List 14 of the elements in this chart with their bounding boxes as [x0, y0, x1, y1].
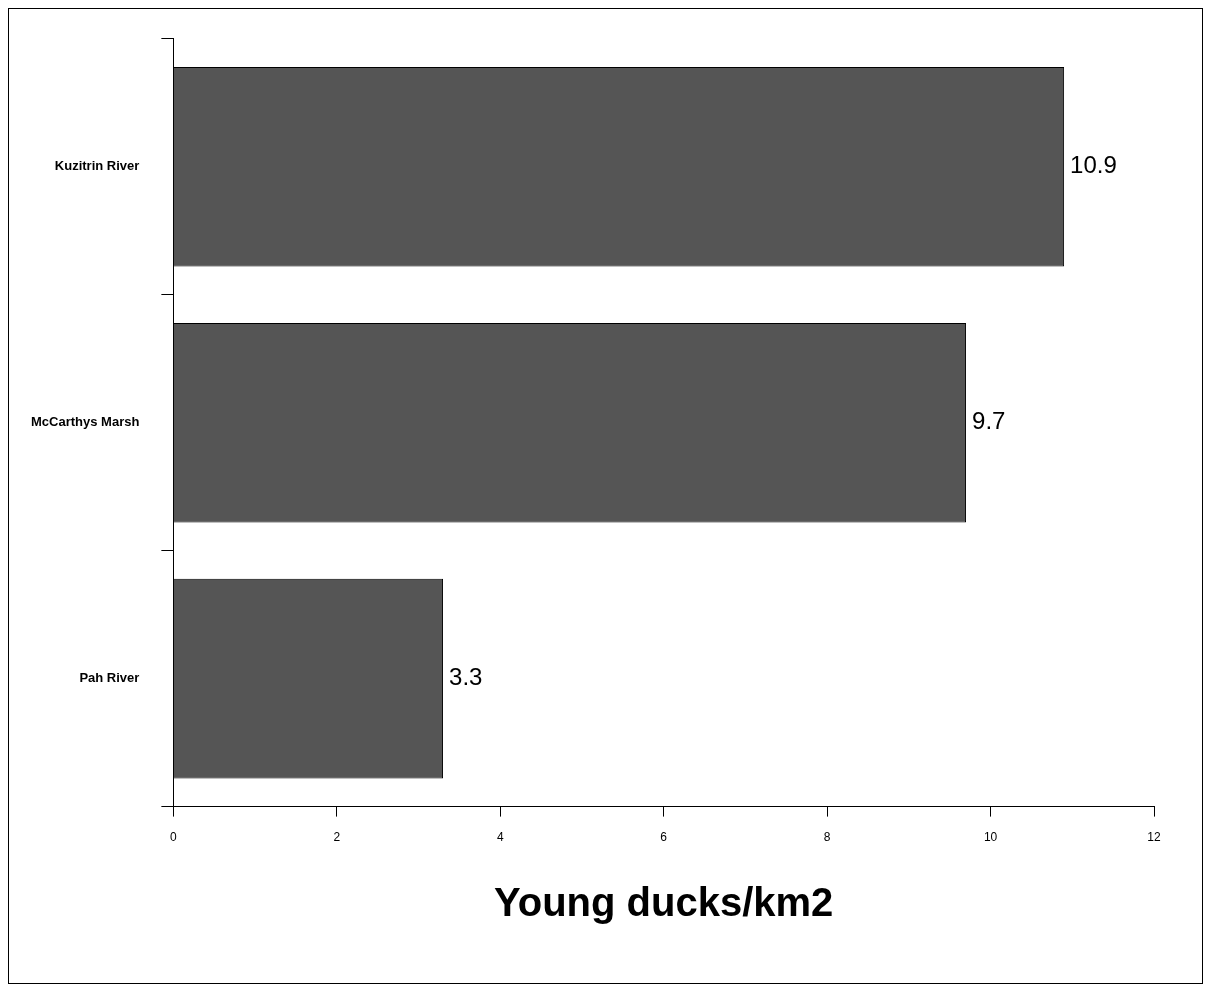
data-label: 9.7 — [972, 407, 1006, 435]
x-tick-label: 4 — [496, 830, 504, 845]
x-tick-label: 12 — [1147, 830, 1161, 845]
data-label: 10.9 — [1070, 151, 1117, 179]
x-tick-label: 0 — [170, 830, 178, 845]
x-tick-label: 10 — [983, 830, 998, 845]
data-label: 3.3 — [449, 663, 483, 691]
y-tick-label: McCarthys Marsh — [30, 414, 140, 430]
x-tick-label: 6 — [660, 830, 668, 845]
x-axis-title: Young ducks/km2 — [494, 880, 834, 925]
y-tick-label: Pah River — [79, 670, 140, 686]
x-tick-label: 2 — [333, 830, 341, 845]
y-tick-label: Kuzitrin River — [54, 158, 140, 174]
x-tick-label: 8 — [823, 830, 831, 845]
